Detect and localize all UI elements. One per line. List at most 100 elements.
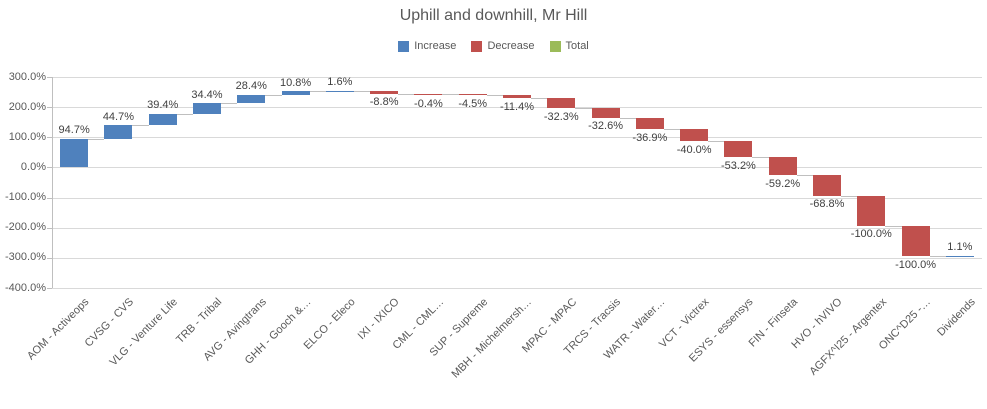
connector-line (841, 195, 858, 197)
legend-swatch-icon (471, 40, 483, 52)
waterfall-bar-decrease[interactable] (857, 195, 886, 226)
y-axis-tick-label: 300.0% (8, 70, 46, 83)
connector-line (221, 103, 238, 105)
y-gridline (52, 257, 982, 259)
y-gridline (52, 107, 982, 109)
y-axis-tick-label: -100.0% (5, 191, 46, 204)
bar-value-label: -36.9% (632, 131, 668, 144)
connector-line (575, 108, 592, 110)
bar-value-label: 1.6% (327, 76, 353, 89)
waterfall-bar-decrease[interactable] (414, 93, 443, 96)
bar-value-label: 44.7% (102, 110, 135, 123)
connector-line (663, 129, 681, 131)
bar-value-label: 94.7% (58, 124, 90, 137)
y-gridline (52, 167, 982, 169)
waterfall-bar-decrease[interactable] (458, 93, 487, 96)
y-axis-tick-label: 200.0% (8, 100, 46, 113)
connector-line (353, 90, 371, 92)
legend-item-increase[interactable]: Increase (398, 40, 456, 52)
waterfall-bar-increase[interactable] (193, 103, 221, 114)
waterfall-bar-decrease[interactable] (680, 129, 709, 142)
x-axis-category-label: Dividends (934, 296, 978, 339)
bar-value-label: -0.4% (414, 97, 443, 110)
waterfall-bar-decrease[interactable] (768, 157, 797, 176)
x-axis-category-label: MBH - Michelmersh… (449, 296, 535, 381)
y-axis-line (52, 77, 53, 288)
bar-value-label: -100.0% (895, 258, 937, 271)
waterfall-bar-increase[interactable] (325, 90, 354, 93)
y-gridline (52, 288, 982, 289)
bar-value-label: -68.8% (809, 198, 845, 211)
waterfall-bar-increase[interactable] (148, 113, 177, 126)
y-axis-tick-label: -400.0% (5, 281, 46, 294)
connector-line (708, 141, 725, 143)
chart-legend: Increase Decrease Total (0, 40, 987, 52)
y-axis-tick (47, 197, 52, 199)
x-axis-category-label: AOM - Activeops (25, 296, 92, 363)
waterfall-bar-increase[interactable] (945, 255, 974, 258)
bar-value-label: -100.0% (850, 228, 892, 241)
y-axis-tick (47, 257, 52, 259)
bar-value-label: -8.8% (369, 96, 399, 109)
y-gridline (52, 227, 982, 229)
waterfall-bar-increase[interactable] (104, 125, 133, 139)
bar-value-label: -32.6% (588, 120, 623, 133)
y-axis-tick-label: -300.0% (5, 251, 46, 264)
bar-value-label: -59.2% (765, 177, 801, 190)
connector-line (88, 138, 105, 140)
bar-value-label: 28.4% (235, 80, 267, 93)
waterfall-bar-decrease[interactable] (547, 98, 576, 109)
y-axis-tick-label: -200.0% (5, 221, 46, 234)
y-axis-tick (47, 288, 52, 289)
chart-title: Uphill and downhill, Mr Hill (399, 7, 588, 24)
bar-value-label: -32.3% (543, 110, 579, 123)
waterfall-bar-increase[interactable] (60, 138, 89, 168)
legend-label: Decrease (487, 40, 535, 52)
waterfall-bar-increase[interactable] (281, 91, 310, 95)
bar-value-label: 10.8% (279, 76, 312, 89)
waterfall-bar-decrease[interactable] (901, 225, 930, 257)
connector-line (531, 98, 548, 100)
x-axis-category-label: AGFX^I25 - Argentex (807, 296, 889, 378)
legend-label: Increase (414, 40, 457, 52)
connector-line (796, 175, 813, 177)
x-axis-category-label: IXI - IXICO (355, 296, 402, 343)
connector-line (885, 225, 902, 227)
bar-value-label: -53.2% (720, 159, 756, 172)
waterfall-bar-increase[interactable] (237, 94, 266, 104)
legend-swatch-icon (549, 40, 561, 52)
legend-label: Total (565, 40, 589, 52)
y-axis-tick (47, 167, 52, 169)
connector-line (132, 125, 149, 127)
y-axis-tick (47, 137, 52, 139)
bar-value-label: 34.4% (191, 88, 223, 101)
connector-line (929, 256, 946, 258)
y-axis-tick (47, 107, 52, 109)
waterfall-bar-decrease[interactable] (813, 175, 841, 196)
connector-line (752, 157, 769, 159)
legend-swatch-icon (398, 40, 410, 52)
waterfall-bar-decrease[interactable] (591, 108, 620, 118)
legend-item-total[interactable]: Total (549, 40, 589, 52)
y-axis-tick (47, 227, 52, 229)
y-gridline (52, 137, 982, 139)
waterfall-bar-decrease[interactable] (503, 94, 531, 99)
connector-line (398, 93, 415, 95)
legend-item-decrease[interactable]: Decrease (471, 40, 535, 52)
y-gridline (52, 77, 982, 78)
connector-line (486, 94, 503, 96)
waterfall-bar-decrease[interactable] (724, 141, 753, 158)
connector-line (309, 91, 326, 93)
bar-value-label: -4.5% (458, 97, 488, 110)
waterfall-bar-decrease[interactable] (370, 90, 399, 94)
waterfall-bar-decrease[interactable] (635, 117, 664, 130)
bar-value-label: -11.4% (499, 100, 535, 113)
bar-value-label: 39.4% (147, 99, 179, 112)
y-axis-tick-label: 100.0% (8, 130, 46, 143)
bar-value-label: -40.0% (676, 143, 712, 156)
connector-line (176, 113, 193, 115)
bar-value-label: 1.1% (947, 241, 973, 254)
y-axis-tick-label: 0.0% (20, 160, 46, 173)
